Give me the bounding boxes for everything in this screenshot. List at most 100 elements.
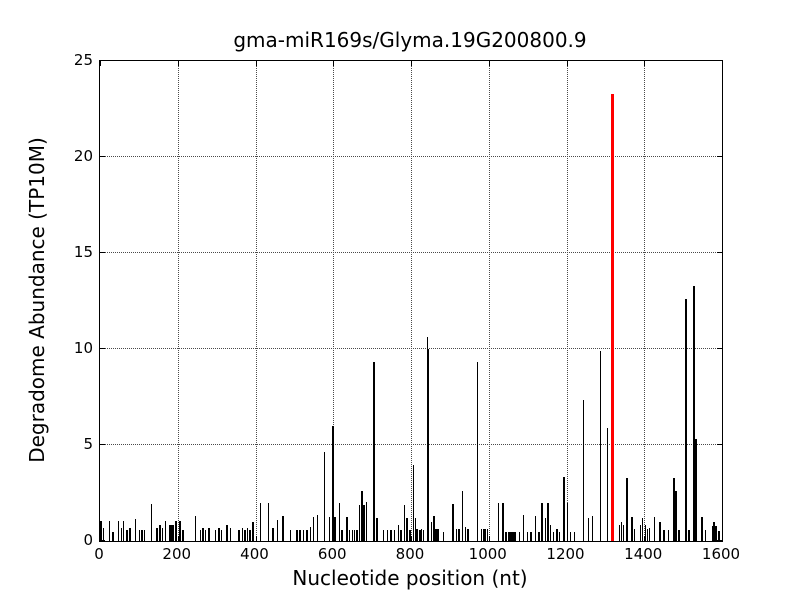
degradome-bar xyxy=(302,529,305,541)
degradome-bar xyxy=(202,528,204,541)
x-tick-label: 0 xyxy=(94,545,104,563)
degradome-bar xyxy=(685,299,687,541)
y-tick-mark xyxy=(717,60,722,61)
degradome-bar xyxy=(416,528,418,541)
degradome-bar xyxy=(461,490,464,541)
degradome-bar xyxy=(156,528,158,541)
degradome-bar xyxy=(556,528,558,541)
degradome-bar xyxy=(695,439,697,541)
degradome-bar xyxy=(522,515,525,541)
y-tick-label: 10 xyxy=(73,339,93,357)
degradome-bar xyxy=(414,518,417,541)
degradome-bar xyxy=(437,528,439,541)
degradome-bar xyxy=(214,529,217,541)
degradome-bar xyxy=(229,528,232,541)
y-tick-mark xyxy=(717,444,722,445)
degradome-bar xyxy=(673,477,675,541)
x-tick-label: 200 xyxy=(162,545,192,563)
degradome-bar xyxy=(244,529,246,541)
y-tick-mark xyxy=(717,348,722,349)
degradome-bar xyxy=(693,285,695,541)
degradome-bar xyxy=(208,528,210,541)
degradome-bar xyxy=(296,529,298,541)
degradome-bar xyxy=(249,529,251,541)
degradome-bar xyxy=(204,529,207,541)
degradome-bar xyxy=(403,504,406,541)
degradome-bar xyxy=(659,521,661,541)
degradome-bar xyxy=(238,529,240,541)
degradome-bar xyxy=(412,464,415,541)
y-tick-mark xyxy=(717,252,722,253)
degradome-bar xyxy=(641,518,644,541)
degradome-bar xyxy=(646,529,649,541)
degradome-bar xyxy=(587,518,590,541)
degradome-bar xyxy=(653,516,656,541)
x-tick-label: 1000 xyxy=(468,545,507,563)
degradome-bar xyxy=(117,520,120,541)
y-tick-mark xyxy=(100,444,105,445)
degradome-bar xyxy=(482,529,485,541)
gridline-horizontal xyxy=(100,156,722,157)
degradome-bar xyxy=(582,399,585,541)
degradome-bar xyxy=(480,528,483,541)
degradome-bar xyxy=(306,529,308,541)
x-tick-label: 400 xyxy=(240,545,269,563)
degradome-bar xyxy=(309,526,312,541)
gridline-vertical xyxy=(333,61,335,541)
y-tick-mark xyxy=(100,60,105,61)
degradome-bar xyxy=(282,516,284,541)
degradome-bar xyxy=(164,520,167,541)
x-tick-mark xyxy=(722,536,723,541)
y-tick-label: 5 xyxy=(83,435,93,453)
degradome-bar xyxy=(365,501,368,541)
degradome-bar xyxy=(316,515,319,541)
degradome-bar xyxy=(538,531,540,541)
degradome-bar xyxy=(102,528,105,541)
degradome-bar xyxy=(718,531,720,541)
gridline-vertical xyxy=(644,61,646,541)
degradome-bar xyxy=(512,531,514,541)
degradome-bar xyxy=(161,528,164,541)
degradome-bar xyxy=(715,525,717,541)
degradome-bar xyxy=(358,504,361,541)
degradome-bar xyxy=(356,530,358,541)
degradome-bar xyxy=(241,528,244,541)
degradome-bar xyxy=(334,517,336,541)
degradome-bar xyxy=(159,524,161,541)
degradome-bar xyxy=(427,349,430,541)
degradome-bar xyxy=(486,528,489,541)
degradome-bar xyxy=(426,337,429,541)
y-tick-mark xyxy=(100,348,105,349)
x-tick-label: 1600 xyxy=(701,545,741,563)
gridline-horizontal xyxy=(100,444,722,445)
degradome-bar xyxy=(419,530,421,541)
degradome-bar xyxy=(143,529,146,541)
degradome-bar xyxy=(420,528,423,541)
degradome-bar xyxy=(558,531,561,541)
degradome-bar xyxy=(134,518,137,541)
degradome-bar xyxy=(299,529,301,541)
degradome-bar xyxy=(120,528,123,541)
degradome-bar xyxy=(199,529,202,541)
y-axis-label: Degradome Abundance (TP10M) xyxy=(25,137,49,463)
gridline-vertical xyxy=(488,61,490,541)
degradome-bar xyxy=(435,528,437,541)
y-tick-mark xyxy=(100,252,105,253)
degradome-bar xyxy=(129,528,131,541)
degradome-bar xyxy=(397,525,400,541)
x-tick-mark xyxy=(488,536,490,541)
degradome-bar xyxy=(338,503,341,541)
y-tick-label: 25 xyxy=(73,51,93,69)
y-tick-label: 0 xyxy=(83,531,93,549)
degradome-bar xyxy=(678,530,680,541)
degradome-bar xyxy=(644,525,647,541)
degradome-bar xyxy=(361,491,363,541)
degradome-bar xyxy=(353,530,356,541)
gridline-vertical xyxy=(255,61,257,541)
x-axis-label: Nucleotide position (nt) xyxy=(292,566,528,590)
degradome-bar xyxy=(530,531,532,541)
degradome-bar xyxy=(599,350,602,541)
degradome-bar xyxy=(373,362,375,541)
x-tick-mark xyxy=(566,536,568,541)
degradome-bar xyxy=(169,524,171,541)
